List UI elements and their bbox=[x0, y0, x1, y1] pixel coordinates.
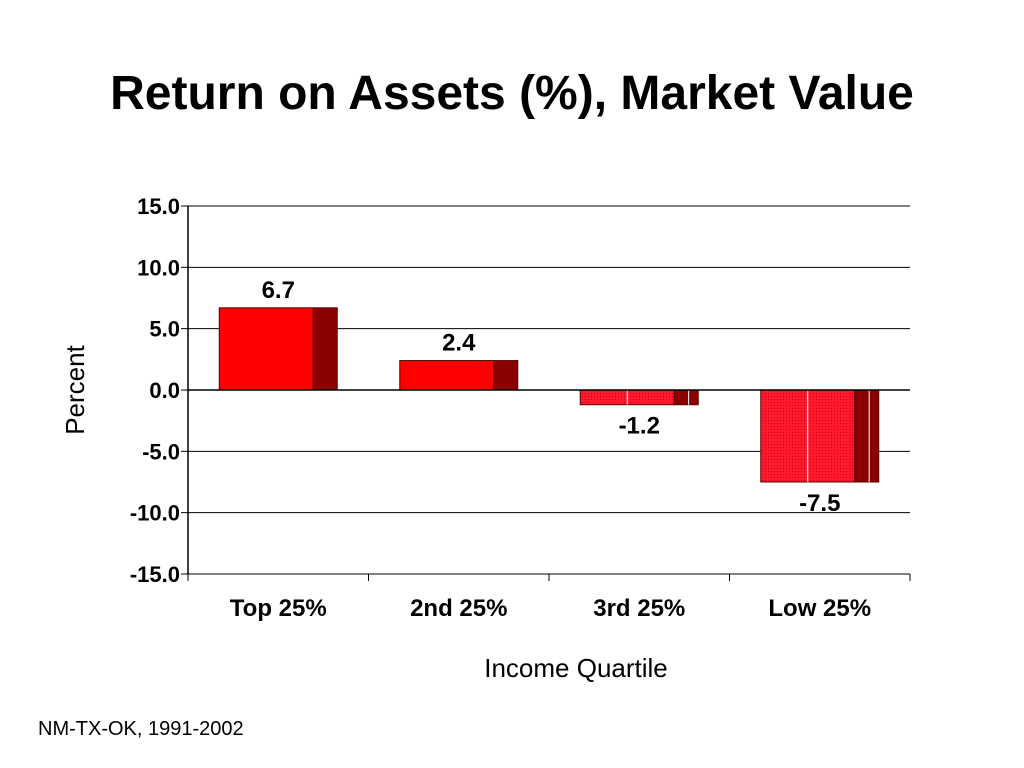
bar-chart: 15.0 10.0 5.0 0.0 -5.0 -10.0 -15.0 6.7 Top 25% 2.… bbox=[60, 194, 911, 683]
y-tick-label: 15.0 bbox=[137, 194, 180, 219]
y-tick-label: -5.0 bbox=[142, 439, 180, 464]
axes bbox=[181, 205, 911, 581]
bar-side bbox=[673, 389, 699, 406]
data-label: -1.2 bbox=[619, 413, 660, 440]
bar bbox=[760, 389, 880, 483]
data-label: 6.7 bbox=[262, 277, 295, 304]
x-category-label: 2nd 25% bbox=[410, 595, 507, 622]
data-label: 2.4 bbox=[442, 330, 476, 357]
x-category-label: Low 25% bbox=[768, 595, 871, 622]
y-axis-title: Percent bbox=[60, 344, 90, 434]
bar bbox=[579, 389, 699, 406]
x-category-label: Top 25% bbox=[230, 595, 327, 622]
bar-front bbox=[218, 307, 314, 391]
bar bbox=[399, 360, 519, 391]
bar-side bbox=[312, 307, 338, 391]
bars bbox=[218, 307, 880, 483]
y-tick-label: -10.0 bbox=[130, 501, 180, 526]
bar-front bbox=[399, 360, 495, 391]
footnote: NM-TX-OK, 1991-2002 bbox=[38, 718, 244, 740]
bar-side bbox=[854, 389, 880, 483]
bar-side bbox=[493, 360, 519, 391]
y-tick-label: -15.0 bbox=[130, 562, 180, 587]
bar bbox=[218, 307, 338, 391]
x-category-label: 3rd 25% bbox=[593, 595, 685, 622]
x-axis-title: Income Quartile bbox=[484, 653, 668, 683]
y-tick-label: 5.0 bbox=[149, 317, 180, 342]
y-tick-label: 0.0 bbox=[149, 378, 180, 403]
data-label: -7.5 bbox=[799, 490, 840, 517]
slide-title: Return on Assets (%), Market Value bbox=[110, 67, 914, 120]
y-tick-label: 10.0 bbox=[137, 255, 180, 280]
labels: 15.0 10.0 5.0 0.0 -5.0 -10.0 -15.0 6.7 Top 25% 2.… bbox=[130, 194, 871, 622]
